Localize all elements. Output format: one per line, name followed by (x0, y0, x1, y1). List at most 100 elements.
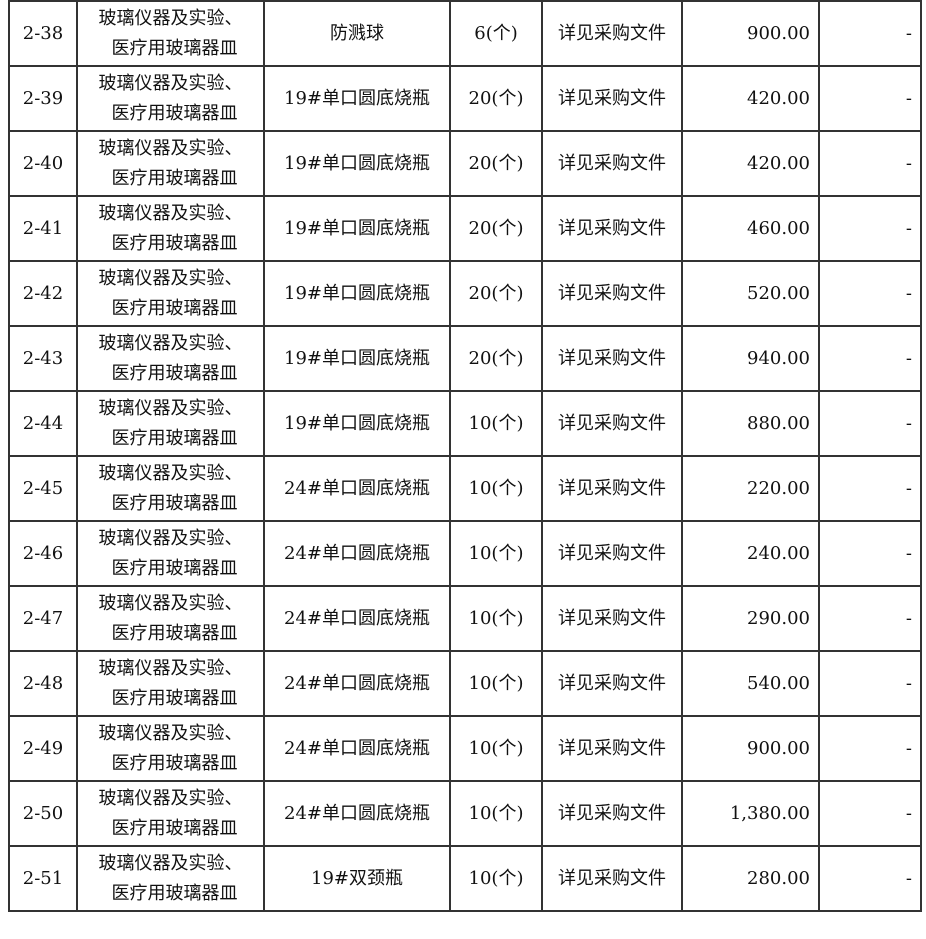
quantity-cell: 10(个) (449, 520, 543, 587)
table-row: 2-51 玻璃仪器及实验、 医疗用玻璃器皿 19#双颈瓶 10(个) 详见采购文件 280.… (8, 845, 922, 912)
spec-cell: 详见采购文件 (541, 325, 683, 392)
category-cell: 玻璃仪器及实验、 医疗用玻璃器皿 (76, 780, 265, 847)
category-line: 玻璃仪器及实验、 (98, 722, 243, 744)
row-id-cell: 2-48 (8, 650, 78, 717)
amount-cell: 1,380.00 (681, 780, 820, 847)
remark-cell: - (818, 195, 922, 262)
row-id-cell: 2-47 (8, 585, 78, 652)
category-line: 医疗用玻璃器皿 (111, 622, 238, 644)
category-line: 玻璃仪器及实验、 (98, 787, 243, 809)
category-cell: 玻璃仪器及实验、医疗用玻璃器皿 (76, 845, 265, 912)
item-name-cell: 19#单口圆底烧瓶 (263, 260, 451, 327)
quantity-cell: 10(个) (449, 845, 543, 912)
category-line: 医疗用玻璃器皿 (111, 37, 238, 59)
row-id-cell: 2-46 (8, 520, 78, 587)
amount-cell: 420.00 (681, 130, 820, 197)
item-name-cell: 19#单口圆底烧瓶 (263, 195, 451, 262)
category-line: 医疗用玻璃器皿 (111, 427, 238, 449)
remark-cell: - (818, 780, 922, 847)
category-line: 玻璃仪器及实验、 (98, 462, 243, 484)
remark-cell: - (818, 65, 922, 132)
category-line: 医疗用玻璃器皿 (111, 557, 238, 579)
amount-cell: 880.00 (681, 390, 820, 457)
category-line: 医疗用玻璃器皿 (111, 882, 238, 904)
item-name-cell: 19#双颈瓶 (263, 845, 451, 912)
remark-cell: - (818, 325, 922, 392)
quantity-cell: 6(个) (449, 0, 543, 67)
category-cell: 玻璃仪器及实验、医疗用玻璃器皿 (76, 260, 265, 327)
remark-cell: - (818, 520, 922, 587)
item-name-cell: 19#单口圆底烧瓶 (263, 130, 451, 197)
category-line: 玻璃仪器及实验、 (98, 527, 243, 549)
amount-cell: 240.00 (681, 520, 820, 587)
row-id-cell: 2-39 (8, 65, 78, 132)
row-id-cell: 2-49 (8, 715, 78, 782)
table-row: 2-39 玻璃仪器及实验、 医疗用玻璃器皿 19#单口圆底烧瓶 20(个) 详见采购文件 4… (8, 65, 922, 132)
category-cell: 玻璃仪器及实验、医疗用玻璃器皿 (76, 520, 265, 587)
quantity-cell: 10(个) (449, 585, 543, 652)
row-id-cell: 2-38 (8, 0, 78, 67)
spec-cell: 详见采购文件 (541, 585, 683, 652)
table-row: 2-43 玻璃仪器及实验、 医疗用玻璃器皿 19#单口圆底烧瓶 20(个) 详见采购文件 9… (8, 325, 922, 392)
category-cell: 玻璃仪器及实验、 医疗用玻璃器皿 (76, 325, 265, 392)
amount-cell: 290.00 (681, 585, 820, 652)
item-name-cell: 24#单口圆底烧瓶 (263, 585, 451, 652)
spec-cell: 详见采购文件 (541, 260, 683, 327)
remark-cell: - (818, 130, 922, 197)
quantity-cell: 10(个) (449, 780, 543, 847)
category-line: 玻璃仪器及实验、 (98, 7, 243, 29)
category-line: 玻璃仪器及实验、 (98, 332, 243, 354)
remark-cell: - (818, 260, 922, 327)
category-cell: 玻璃仪器及实验、 医疗用玻璃器皿 (76, 455, 265, 522)
item-name-cell: 19#单口圆底烧瓶 (263, 325, 451, 392)
amount-cell: 220.00 (681, 455, 820, 522)
amount-cell: 900.00 (681, 715, 820, 782)
category-line: 医疗用玻璃器皿 (111, 752, 238, 774)
category-line: 玻璃仪器及实验、 (98, 852, 243, 874)
category-line: 医疗用玻璃器皿 (111, 297, 238, 319)
table-row: 2-45 玻璃仪器及实验、 医疗用玻璃器皿 24#单口圆底烧瓶 10(个) 详见采购文件 2… (8, 455, 922, 522)
table-row: 2-44 玻璃仪器及实验、 医疗用玻璃器皿 19#单口圆底烧瓶 10(个) 详见采购文件 8… (8, 390, 922, 457)
amount-cell: 540.00 (681, 650, 820, 717)
item-name-cell: 19#单口圆底烧瓶 (263, 390, 451, 457)
category-line: 玻璃仪器及实验、 (98, 267, 243, 289)
row-id-cell: 2-44 (8, 390, 78, 457)
spec-cell: 详见采购文件 (541, 780, 683, 847)
category-cell: 玻璃仪器及实验、医疗用玻璃器皿 (76, 715, 265, 782)
amount-cell: 420.00 (681, 65, 820, 132)
quantity-cell: 10(个) (449, 715, 543, 782)
spec-cell: 详见采购文件 (541, 845, 683, 912)
category-line: 医疗用玻璃器皿 (111, 102, 238, 124)
spec-cell: 详见采购文件 (541, 65, 683, 132)
table-row: 2-47 玻璃仪器及实验、 医疗用玻璃器皿 24#单口圆底烧瓶 10(个) 详见采购文件 2… (8, 585, 922, 652)
amount-cell: 280.00 (681, 845, 820, 912)
quantity-cell: 20(个) (449, 260, 543, 327)
quantity-cell: 10(个) (449, 650, 543, 717)
remark-cell: - (818, 390, 922, 457)
spec-cell: 详见采购文件 (541, 455, 683, 522)
remark-cell: - (818, 585, 922, 652)
category-cell: 玻璃仪器及实验、 医疗用玻璃器皿 (76, 65, 265, 132)
item-name-cell: 24#单口圆底烧瓶 (263, 715, 451, 782)
spec-cell: 详见采购文件 (541, 520, 683, 587)
remark-cell: - (818, 455, 922, 522)
item-name-cell: 24#单口圆底烧瓶 (263, 520, 451, 587)
amount-cell: 460.00 (681, 195, 820, 262)
category-cell: 玻璃仪器及实验、 医疗用玻璃器皿 (76, 130, 265, 197)
row-id-cell: 2-43 (8, 325, 78, 392)
table-row: 2-41 玻璃仪器及实验、 医疗用玻璃器皿 19#单口圆底烧瓶 20(个) 详见采购文件 4… (8, 195, 922, 262)
quantity-cell: 20(个) (449, 195, 543, 262)
amount-cell: 520.00 (681, 260, 820, 327)
quantity-cell: 10(个) (449, 390, 543, 457)
category-cell: 玻璃仪器及实验、 医疗用玻璃器皿 (76, 650, 265, 717)
item-name-cell: 24#单口圆底烧瓶 (263, 650, 451, 717)
category-cell: 玻璃仪器及实验、 医疗用玻璃器皿 (76, 390, 265, 457)
category-cell: 玻璃仪器及实验、医疗用玻璃器皿 (76, 585, 265, 652)
amount-cell: 940.00 (681, 325, 820, 392)
row-id-cell: 2-50 (8, 780, 78, 847)
row-id-cell: 2-42 (8, 260, 78, 327)
category-line: 玻璃仪器及实验、 (98, 592, 243, 614)
spec-cell: 详见采购文件 (541, 195, 683, 262)
quantity-cell: 20(个) (449, 65, 543, 132)
item-name-cell: 24#单口圆底烧瓶 (263, 780, 451, 847)
